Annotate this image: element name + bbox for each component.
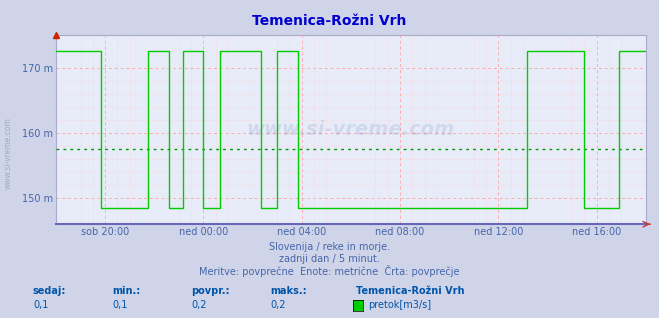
Text: 0,2: 0,2 <box>270 301 286 310</box>
Text: Temenica-Rožni Vrh: Temenica-Rožni Vrh <box>252 14 407 28</box>
Text: pretok[m3/s]: pretok[m3/s] <box>368 300 431 309</box>
Text: povpr.:: povpr.: <box>191 286 229 296</box>
Text: www.si-vreme.com: www.si-vreme.com <box>246 120 455 139</box>
Text: www.si-vreme.com: www.si-vreme.com <box>3 117 13 189</box>
Text: 0,1: 0,1 <box>112 301 127 310</box>
Text: 0,1: 0,1 <box>33 301 48 310</box>
Text: Slovenija / reke in morje.: Slovenija / reke in morje. <box>269 242 390 252</box>
Text: Meritve: povprečne  Enote: metrične  Črta: povprečje: Meritve: povprečne Enote: metrične Črta:… <box>199 265 460 277</box>
Text: sedaj:: sedaj: <box>33 286 67 296</box>
Text: zadnji dan / 5 minut.: zadnji dan / 5 minut. <box>279 254 380 264</box>
Text: Temenica-Rožni Vrh: Temenica-Rožni Vrh <box>356 286 465 296</box>
Text: min.:: min.: <box>112 286 140 296</box>
Text: 0,2: 0,2 <box>191 301 207 310</box>
Text: maks.:: maks.: <box>270 286 307 296</box>
